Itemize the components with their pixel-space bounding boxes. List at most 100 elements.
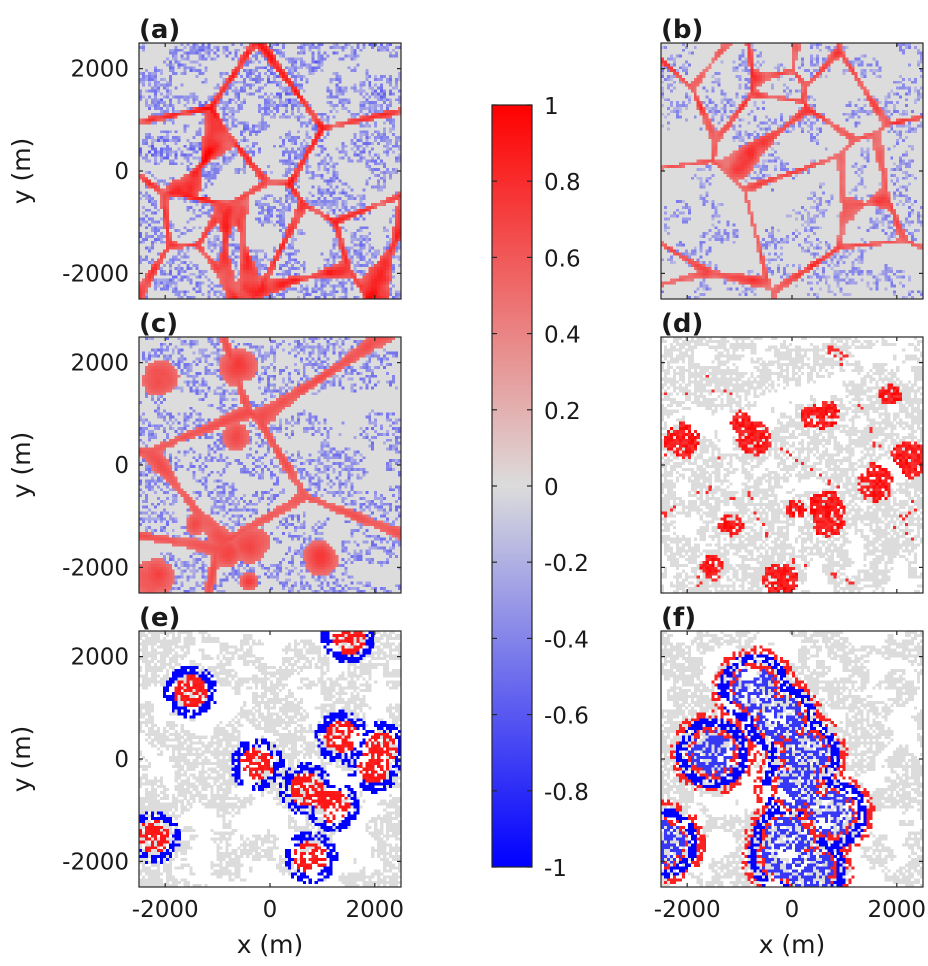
heatmap-cell <box>336 142 339 145</box>
heatmap-cell <box>294 116 297 119</box>
heatmap-cell <box>336 90 339 93</box>
heatmap-cell <box>321 104 324 107</box>
heatmap-cell <box>297 72 300 75</box>
heatmap-cell <box>261 122 264 125</box>
heatmap-cell <box>160 122 163 125</box>
heatmap-cell <box>207 90 210 93</box>
heatmap-cell <box>213 148 216 151</box>
heatmap-cell <box>365 101 368 104</box>
heatmap-cell <box>383 127 386 130</box>
heatmap-cell <box>306 46 309 49</box>
heatmap-cell <box>234 133 237 136</box>
heatmap-cell <box>184 124 187 127</box>
heatmap-cell <box>157 75 160 78</box>
heatmap-cell <box>154 63 157 66</box>
heatmap-cell <box>261 52 264 55</box>
heatmap-cell <box>318 136 321 139</box>
heatmap-cell <box>309 119 312 122</box>
heatmap-cell <box>344 84 347 87</box>
heatmap-cell <box>282 87 285 90</box>
heatmap-cell <box>383 98 386 101</box>
heatmap-cell <box>255 130 258 133</box>
heatmap-cell <box>196 127 199 130</box>
heatmap-cell <box>285 72 288 75</box>
heatmap-cell <box>202 98 205 101</box>
heatmap-cell <box>276 151 279 154</box>
heatmap-cell <box>240 133 243 136</box>
heatmap-cell <box>291 124 294 127</box>
heatmap-cell <box>333 148 336 151</box>
heatmap-cell <box>175 101 178 104</box>
heatmap-cell <box>243 75 246 78</box>
heatmap-cell <box>216 46 219 49</box>
heatmap-cell <box>336 63 339 66</box>
heatmap-cell <box>344 139 347 142</box>
heatmap-cell <box>303 81 306 84</box>
heatmap-cell <box>210 101 213 104</box>
heatmap-cell <box>282 110 285 113</box>
heatmap-cell <box>321 66 324 69</box>
heatmap-cell <box>181 119 184 122</box>
heatmap-cell <box>395 142 398 145</box>
heatmap-cell <box>380 84 383 87</box>
heatmap-cell <box>205 116 208 119</box>
heatmap-cell <box>300 104 303 107</box>
heatmap-cell <box>306 98 309 101</box>
heatmap-cell <box>163 75 166 78</box>
heatmap-cell <box>336 81 339 84</box>
heatmap-cell <box>273 139 276 142</box>
heatmap-cell <box>359 133 362 136</box>
heatmap-cell <box>368 98 371 101</box>
heatmap-cell <box>169 142 172 145</box>
heatmap-cell <box>240 75 243 78</box>
heatmap-cell <box>175 78 178 81</box>
heatmap-cell <box>282 133 285 136</box>
heatmap-cell <box>181 148 184 151</box>
heatmap-cell <box>169 84 172 87</box>
heatmap-cell <box>324 46 327 49</box>
heatmap-cell <box>306 151 309 154</box>
heatmap-cell <box>181 92 184 95</box>
heatmap-cell <box>184 139 187 142</box>
heatmap-cell <box>389 110 392 113</box>
heatmap-cell <box>178 58 181 61</box>
heatmap-cell <box>202 69 205 72</box>
heatmap-cell <box>312 145 315 148</box>
heatmap-cell <box>386 151 389 154</box>
heatmap-cell <box>202 127 205 130</box>
heatmap-cell <box>142 142 145 145</box>
heatmap-cell <box>303 92 306 95</box>
heatmap-cell <box>205 46 208 49</box>
heatmap-cell <box>279 130 282 133</box>
heatmap-cell <box>210 78 213 81</box>
heatmap-cell <box>395 130 398 133</box>
heatmap-cell <box>142 75 145 78</box>
heatmap-cell <box>187 84 190 87</box>
heatmap-cell <box>246 98 249 101</box>
heatmap-cell <box>210 66 213 69</box>
heatmap-cell <box>300 92 303 95</box>
heatmap-cell <box>341 52 344 55</box>
heatmap-cell <box>270 101 273 104</box>
heatmap-cell <box>261 136 264 139</box>
heatmap-cell <box>184 69 187 72</box>
heatmap-cell <box>392 52 395 55</box>
heatmap-cell <box>240 148 243 151</box>
heatmap-cell <box>282 104 285 107</box>
heatmap-cell <box>333 151 336 154</box>
heatmap-cell <box>327 49 330 52</box>
heatmap-cell <box>362 84 365 87</box>
heatmap-cell <box>327 104 330 107</box>
heatmap-cell <box>389 52 392 55</box>
heatmap-cell <box>297 95 300 98</box>
heatmap-cell <box>175 49 178 52</box>
heatmap-cell <box>190 49 193 52</box>
heatmap-cell <box>386 60 389 63</box>
heatmap-cell <box>389 60 392 63</box>
heatmap-cell <box>297 101 300 104</box>
heatmap-cell <box>252 119 255 122</box>
heatmap-cell <box>318 46 321 49</box>
heatmap-cell <box>216 104 219 107</box>
heatmap-cell <box>154 116 157 119</box>
heatmap-cell <box>333 127 336 130</box>
